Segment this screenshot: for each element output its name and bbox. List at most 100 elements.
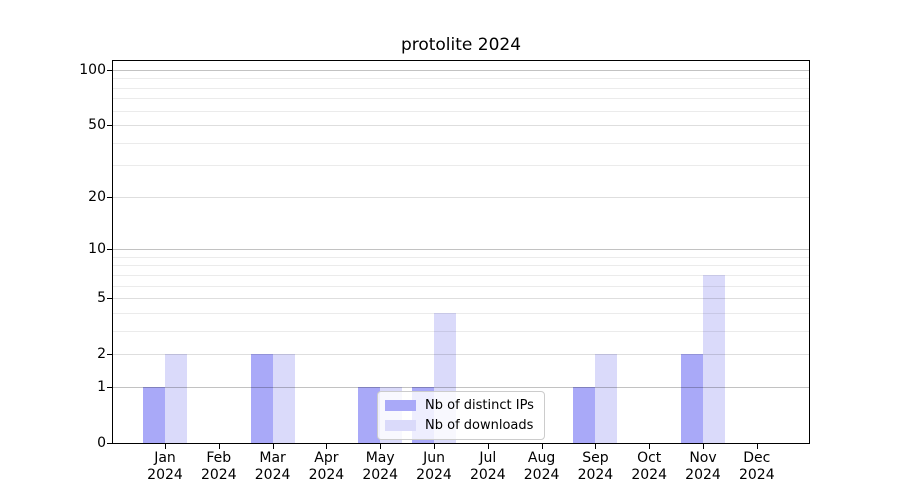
legend-label: Nb of distinct IPs bbox=[425, 398, 534, 413]
x-tick-mark bbox=[380, 444, 382, 449]
x-tick-label: Feb 2024 bbox=[189, 450, 249, 484]
minor-gridline bbox=[113, 110, 809, 112]
x-tick-mark bbox=[326, 444, 328, 449]
minor-gridline bbox=[113, 312, 809, 314]
x-tick-mark bbox=[649, 444, 651, 449]
y-tick-label: 2 bbox=[97, 346, 106, 363]
x-tick-month: Feb bbox=[206, 450, 232, 466]
bar-nb-of-distinct-ips-may bbox=[358, 386, 381, 443]
major-gridline bbox=[113, 386, 809, 388]
legend-swatch bbox=[385, 400, 416, 411]
x-tick-label: Apr 2024 bbox=[296, 450, 356, 484]
x-tick-year: 2024 bbox=[254, 467, 291, 483]
bar-nb-of-downloads-sep bbox=[595, 354, 618, 443]
grid-layer bbox=[113, 61, 809, 443]
minor-gridline bbox=[113, 330, 809, 332]
x-tick-year: 2024 bbox=[577, 467, 614, 483]
x-tick-mark bbox=[165, 444, 166, 449]
major-gridline bbox=[113, 70, 809, 71]
legend-item: Nb of downloads bbox=[385, 418, 534, 433]
chart-title: protolite 2024 bbox=[400, 35, 522, 55]
x-tick-month: Jul bbox=[479, 450, 497, 466]
minor-gridline bbox=[113, 265, 809, 267]
x-tick-mark bbox=[756, 444, 758, 449]
x-tick-label: Sep 2024 bbox=[565, 450, 625, 484]
major-gridline bbox=[113, 125, 809, 127]
legend-swatch bbox=[385, 420, 416, 431]
bars-layer bbox=[113, 61, 809, 443]
bar-nb-of-downloads-jan bbox=[165, 354, 187, 443]
bar-nb-of-downloads-mar bbox=[272, 354, 295, 443]
minor-gridline bbox=[113, 256, 809, 258]
x-tick-label: Jun 2024 bbox=[404, 450, 464, 484]
x-tick-month: Oct bbox=[637, 450, 662, 466]
minor-gridline bbox=[113, 78, 809, 80]
x-tick-label: Jul 2024 bbox=[458, 450, 518, 484]
x-tick-mark bbox=[434, 444, 435, 449]
x-tick-year: 2024 bbox=[362, 467, 398, 483]
x-tick-label: Oct 2024 bbox=[619, 450, 679, 484]
x-tick-year: 2024 bbox=[308, 467, 345, 483]
y-tick-label: 5 bbox=[97, 290, 106, 307]
x-tick-month: Dec bbox=[743, 450, 771, 466]
minor-gridline bbox=[113, 285, 809, 287]
x-tick-year: 2024 bbox=[523, 467, 560, 483]
bar-nb-of-distinct-ips-sep bbox=[573, 386, 596, 443]
x-tick-month: May bbox=[365, 450, 395, 466]
x-tick-label: Mar 2024 bbox=[243, 450, 303, 484]
major-gridline bbox=[113, 354, 809, 356]
minor-gridline bbox=[113, 142, 809, 144]
x-tick-year: 2024 bbox=[416, 467, 452, 483]
minor-gridline bbox=[113, 165, 809, 167]
legend-label: Nb of downloads bbox=[425, 418, 534, 433]
bar-nb-of-distinct-ips-jan bbox=[143, 386, 165, 443]
x-tick-year: 2024 bbox=[147, 467, 183, 483]
x-tick-label: Dec 2024 bbox=[727, 450, 787, 484]
minor-gridline bbox=[113, 274, 809, 276]
y-tick-mark bbox=[107, 196, 112, 198]
x-tick-mark bbox=[595, 444, 597, 449]
x-tick-month: Nov bbox=[689, 450, 717, 466]
major-gridline bbox=[113, 196, 809, 198]
x-tick-year: 2024 bbox=[631, 467, 667, 483]
bar-nb-of-distinct-ips-nov bbox=[681, 354, 703, 443]
legend: Nb of distinct IPs Nb of downloads bbox=[377, 391, 545, 440]
major-gridline bbox=[113, 298, 809, 300]
y-tick-label: 1 bbox=[97, 378, 106, 395]
x-tick-label: May 2024 bbox=[350, 450, 410, 484]
y-tick-label: 20 bbox=[88, 188, 106, 205]
x-tick-mark bbox=[541, 444, 543, 449]
x-tick-year: 2024 bbox=[738, 467, 775, 483]
x-tick-month: Jan bbox=[154, 450, 176, 466]
x-tick-label: Aug 2024 bbox=[512, 450, 572, 484]
y-tick-mark bbox=[107, 443, 112, 444]
x-tick-month: Mar bbox=[259, 450, 286, 466]
y-tick-mark bbox=[107, 249, 112, 251]
x-tick-label: Nov 2024 bbox=[673, 450, 733, 484]
major-gridline bbox=[113, 249, 809, 251]
bar-nb-of-distinct-ips-mar bbox=[250, 354, 273, 443]
y-tick-mark bbox=[107, 386, 112, 388]
y-tick-mark bbox=[107, 125, 112, 127]
legend-item: Nb of distinct IPs bbox=[385, 398, 534, 413]
minor-gridline bbox=[113, 98, 809, 100]
y-tick-mark bbox=[107, 354, 112, 356]
x-tick-month: Aug bbox=[527, 450, 556, 466]
x-tick-month: Apr bbox=[314, 450, 339, 466]
x-tick-year: 2024 bbox=[469, 467, 506, 483]
x-tick-mark bbox=[218, 444, 220, 449]
x-tick-label: Jan 2024 bbox=[135, 450, 195, 484]
x-tick-month: Sep bbox=[582, 450, 609, 466]
x-tick-month: Jun bbox=[423, 450, 445, 466]
y-tick-mark bbox=[107, 298, 112, 300]
x-tick-year: 2024 bbox=[200, 467, 237, 483]
y-tick-mark bbox=[107, 70, 112, 71]
plot-area: Nb of distinct IPs Nb of downloads bbox=[112, 60, 810, 444]
y-tick-label: 50 bbox=[88, 117, 106, 134]
y-tick-label: 100 bbox=[79, 62, 106, 78]
bar-nb-of-downloads-nov bbox=[703, 274, 725, 443]
x-tick-mark bbox=[703, 444, 704, 449]
minor-gridline bbox=[113, 87, 809, 89]
x-tick-mark bbox=[487, 444, 489, 449]
